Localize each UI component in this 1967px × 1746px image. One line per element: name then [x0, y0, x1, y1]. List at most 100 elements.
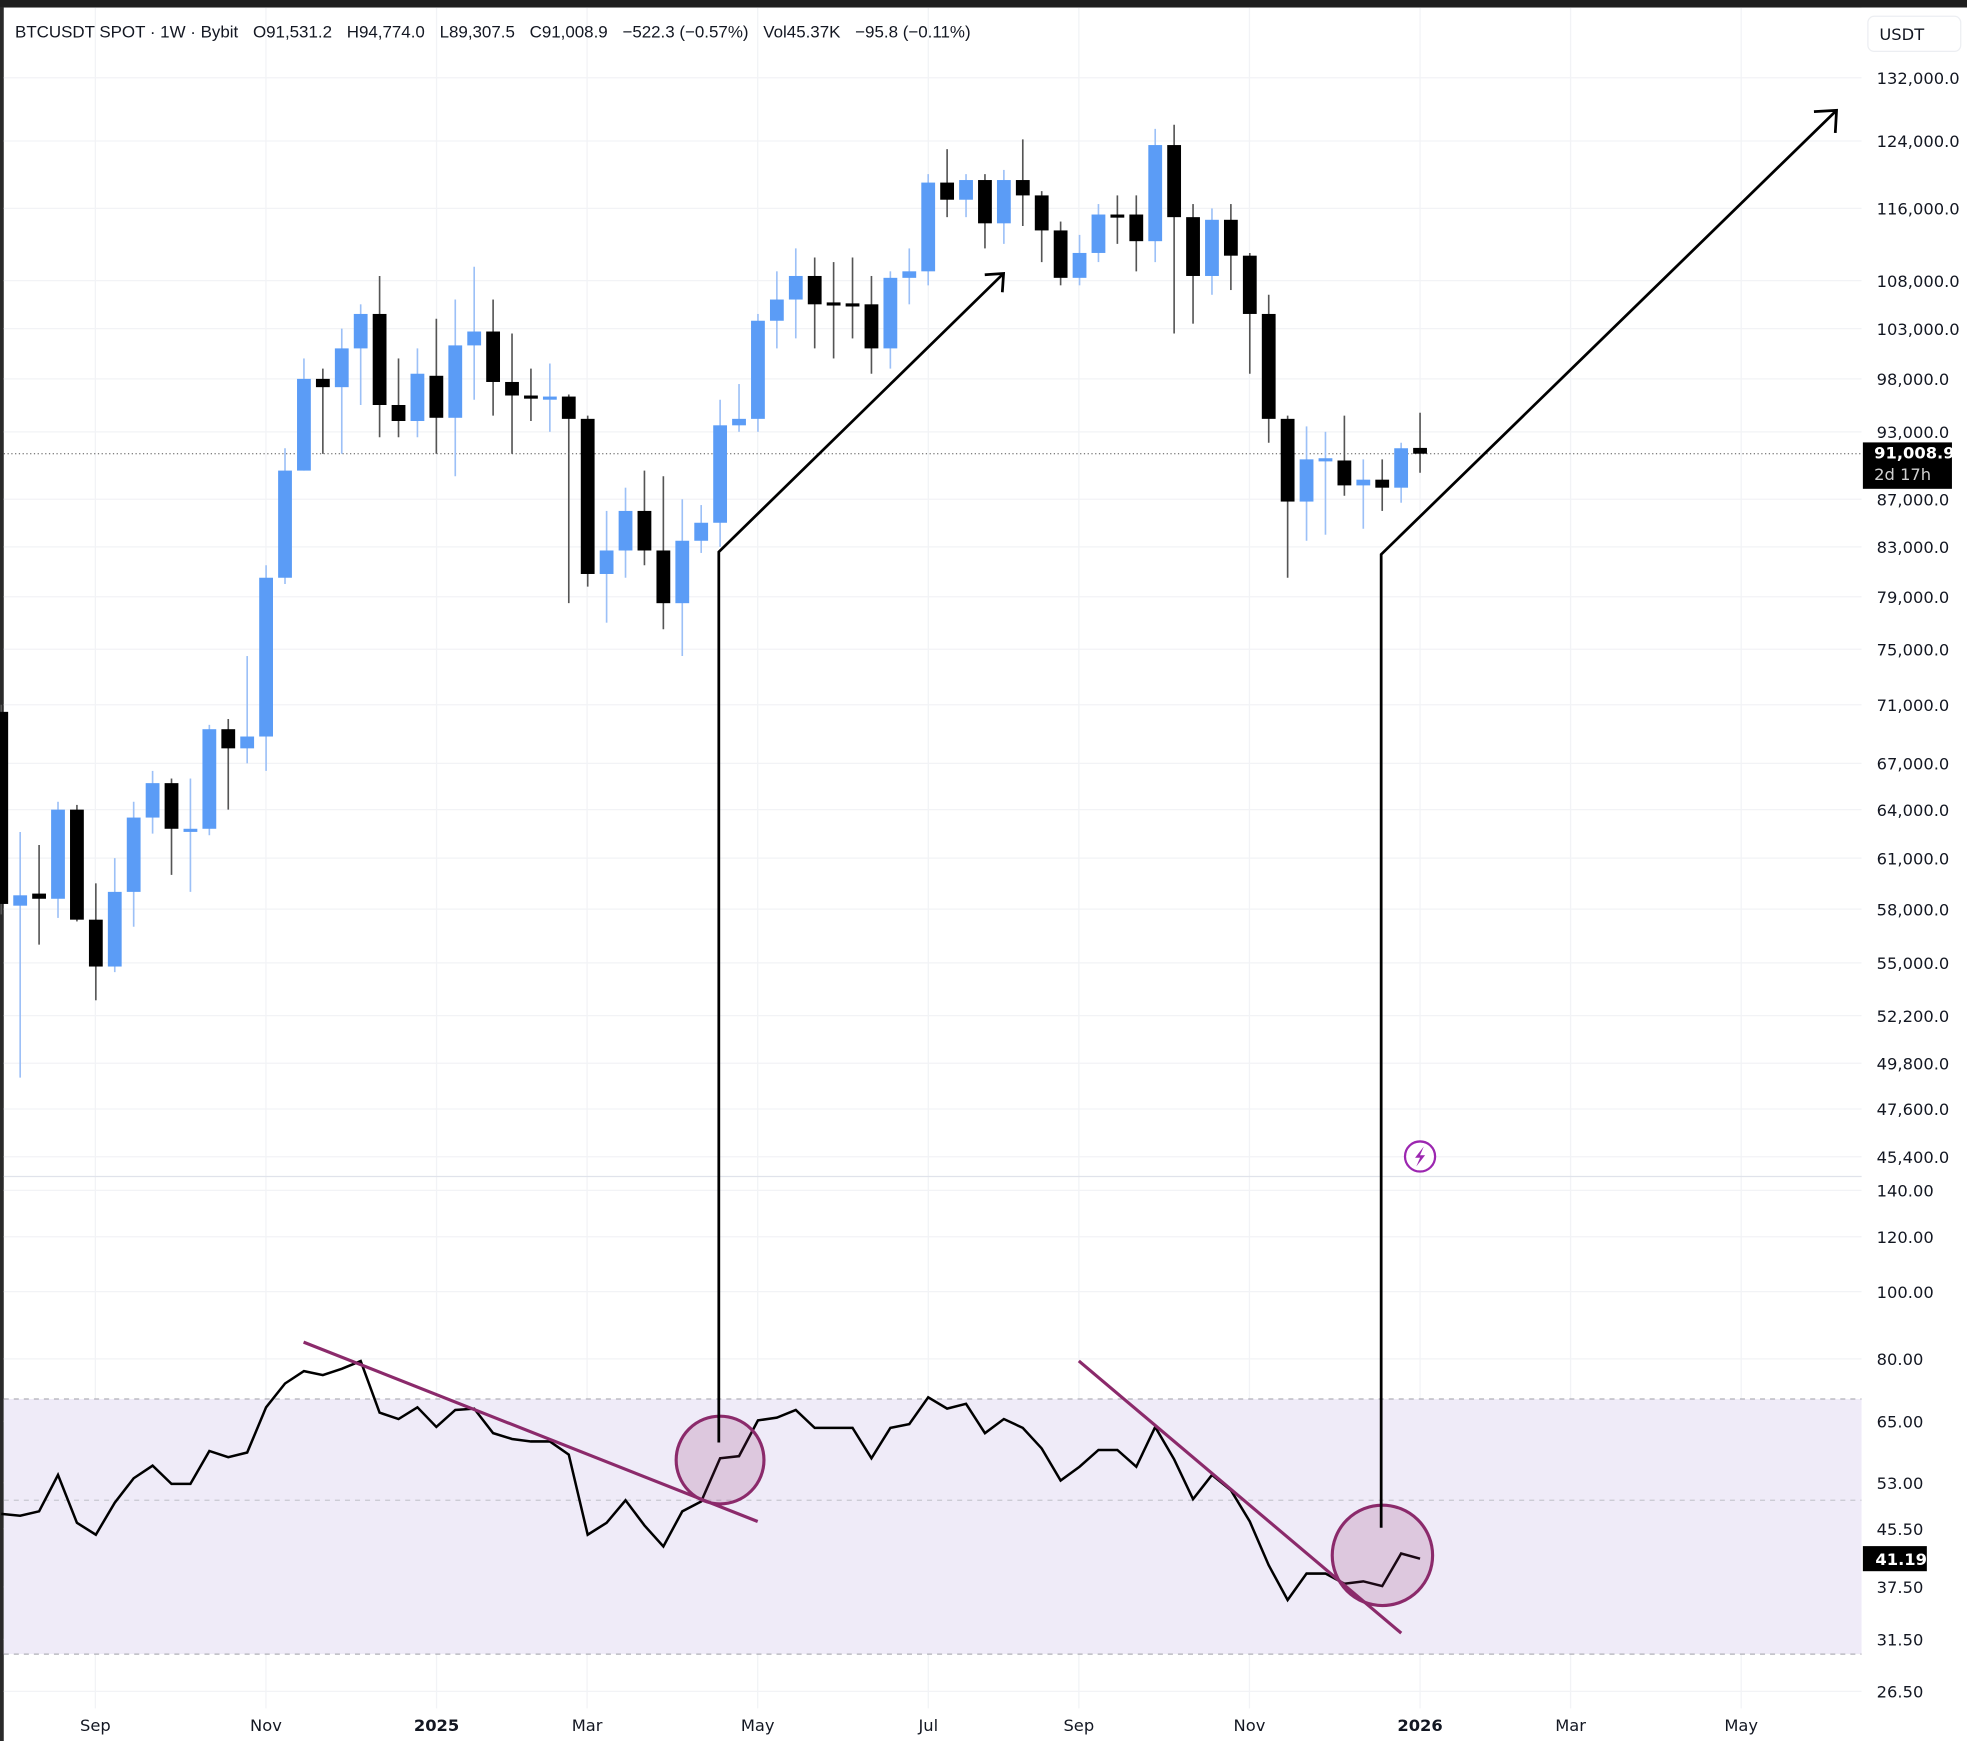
rsi-tick-label: 120.00 [1877, 1228, 1934, 1247]
open-value: O91,531.2 [253, 23, 332, 42]
candle-body [581, 419, 595, 574]
candle-body [335, 348, 349, 387]
candle-body [770, 300, 784, 321]
candle-body [638, 511, 652, 551]
price-tick-label: 55,000.0 [1877, 954, 1950, 973]
currency-label: USDT [1879, 25, 1924, 44]
candle-body [32, 894, 46, 899]
candle-body [543, 397, 557, 400]
candle[interactable] [581, 416, 595, 587]
price-tick-label: 83,000.0 [1877, 538, 1950, 557]
price-tick-label: 47,600.0 [1877, 1100, 1950, 1119]
candle-body [51, 810, 65, 899]
candle-body [1035, 195, 1049, 230]
volume-value: Vol45.37K [763, 23, 841, 42]
time-axis-label: Sep [80, 1716, 111, 1735]
price-tick-label: 79,000.0 [1877, 588, 1950, 607]
price-tick-label: 45,400.0 [1877, 1148, 1950, 1167]
candle-body [902, 271, 916, 278]
candle[interactable] [921, 174, 935, 285]
rsi-value-badge: 41.19 [1863, 1546, 1927, 1571]
currency-button[interactable]: USDT [1868, 16, 1961, 51]
rsi-overbought-oversold-band [4, 1399, 1862, 1654]
rsi-tick-label: 65.00 [1877, 1413, 1924, 1432]
time-axis-label: May [1724, 1716, 1758, 1735]
lightning-bolt-icon[interactable] [1405, 1141, 1435, 1171]
rsi-tick-label: 26.50 [1877, 1683, 1924, 1702]
candle-body [1281, 419, 1295, 502]
candle[interactable] [0, 705, 8, 915]
candle-body [316, 379, 330, 387]
candle-body [467, 332, 481, 346]
candle-body [789, 276, 803, 300]
candle-body [1167, 145, 1181, 217]
price-tick-label: 49,800.0 [1877, 1055, 1950, 1074]
candle-body [1243, 256, 1257, 314]
candle-body [1205, 220, 1219, 276]
price-tick-label: 93,000.0 [1877, 423, 1950, 442]
time-axis-label: 2026 [1397, 1716, 1442, 1735]
time-axis-label: Nov [1234, 1716, 1266, 1735]
candle-body [600, 550, 614, 573]
last-price-value: 91,008.9 [1874, 444, 1954, 463]
price-tick-label: 108,000.0 [1877, 272, 1960, 291]
candle-body [448, 345, 462, 417]
rsi-tick-label: 45.50 [1877, 1520, 1924, 1539]
candle[interactable] [202, 725, 216, 835]
price-tick-label: 75,000.0 [1877, 641, 1950, 660]
candle[interactable] [751, 314, 765, 432]
candle-body [1394, 448, 1408, 487]
candle-body [354, 314, 368, 348]
candle-body [940, 183, 954, 200]
candle-body [1073, 253, 1087, 278]
candle-body [1148, 145, 1162, 241]
price-tick-label: 103,000.0 [1877, 320, 1960, 339]
candle-body [1110, 215, 1124, 218]
candle-body [108, 892, 122, 967]
candle-body [1092, 215, 1106, 253]
symbol-legend[interactable]: BTCUSDT SPOT · 1W · Bybit O91,531.2 H94,… [15, 23, 971, 42]
time-axis-label: May [741, 1716, 775, 1735]
rsi-tick-label: 31.50 [1877, 1631, 1924, 1650]
price-tick-label: 58,000.0 [1877, 900, 1950, 919]
candle-body [259, 578, 273, 737]
candle-body [240, 737, 254, 749]
price-tick-label: 124,000.0 [1877, 132, 1960, 151]
rsi-tick-label: 80.00 [1877, 1350, 1924, 1369]
candle-body [675, 541, 689, 603]
time-axis-label: 2025 [414, 1716, 459, 1735]
candle-body [1186, 217, 1200, 276]
candle-body [1337, 460, 1351, 485]
price-tick-label: 61,000.0 [1877, 849, 1950, 868]
candle-body [524, 396, 538, 399]
candle-body [619, 511, 633, 551]
change-value: −522.3 (−0.57%) [622, 23, 748, 42]
candle-body [1016, 180, 1030, 195]
price-tick-label: 98,000.0 [1877, 370, 1950, 389]
high-value: H94,774.0 [347, 23, 425, 42]
candle-body [70, 810, 84, 920]
candle-body [1262, 314, 1276, 419]
candle-body [221, 729, 235, 748]
candle-body [146, 783, 160, 817]
candle-body [1300, 459, 1314, 501]
candle-body [429, 376, 443, 418]
candle-body [486, 332, 500, 382]
time-axis-label: Jul [917, 1716, 938, 1735]
candle[interactable] [1054, 222, 1068, 286]
time-axis-label: Sep [1063, 1716, 1094, 1735]
candle-body [827, 302, 841, 305]
price-tick-label: 132,000.0 [1877, 69, 1960, 88]
candle-body [562, 397, 576, 419]
candle[interactable] [70, 805, 84, 922]
candle-body [1375, 480, 1389, 488]
candle-body [751, 321, 765, 419]
top-bar [0, 0, 1967, 8]
price-tick-label: 67,000.0 [1877, 755, 1950, 774]
rsi-tick-label: 53.00 [1877, 1474, 1924, 1493]
low-value: L89,307.5 [440, 23, 515, 42]
candle-body [0, 712, 8, 904]
candle-body [1129, 215, 1143, 242]
